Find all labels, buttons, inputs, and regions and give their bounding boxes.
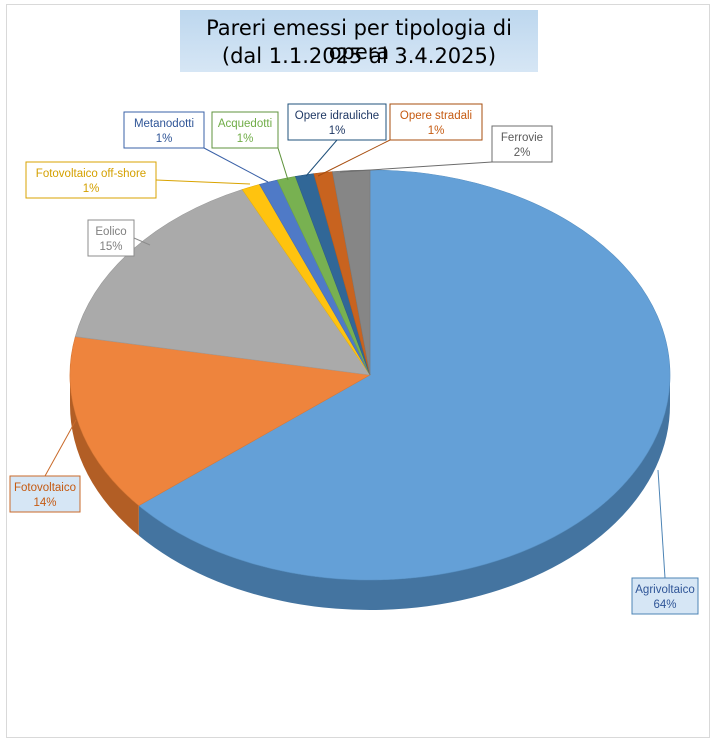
slice-label-name: Opere idrauliche — [295, 110, 379, 122]
slice-label-acquedotti: Acquedotti 1% — [211, 111, 289, 181]
slice-label-percent: 1% — [156, 133, 173, 145]
slice-label-name: Eolico — [95, 226, 126, 238]
leader-line — [339, 161, 493, 173]
slice-label-percent: 64% — [653, 599, 676, 611]
slice-label-name: Ferrovie — [501, 132, 543, 144]
slice-label-percent: 1% — [329, 125, 346, 137]
title-box — [180, 10, 538, 72]
chart-title-line-1: Pareri emessi per tipologia di opera — [206, 16, 512, 64]
slice-label-fotovoltaico-off-shore: Fotovoltaico off-shore 1% — [25, 161, 251, 199]
leader-line — [305, 139, 338, 177]
slice-label-opere-idrauliche: Opere idrauliche 1% — [287, 103, 387, 177]
slice-label-fotovoltaico: Fotovoltaico 14% — [9, 419, 81, 513]
slice-label-name: Fotovoltaico — [14, 482, 76, 494]
slice-label-percent: 14% — [33, 497, 56, 509]
leader-line — [317, 139, 391, 177]
slice-label-name: Fotovoltaico off-shore — [36, 168, 146, 180]
slice-label-box — [25, 161, 157, 199]
pie-highlight — [70, 170, 670, 580]
slice-label-name: Agrivoltaico — [635, 584, 694, 596]
slice-label-ferrovie: Ferrovie 2% — [339, 125, 553, 173]
slice-label-part: Agrivoltaico — [635, 584, 694, 596]
slice-label-name: Acquedotti — [218, 118, 272, 130]
slice-label-part: Opere stradali — [400, 110, 472, 122]
slice-label-box — [123, 111, 205, 149]
slice-label-percent: 15% — [99, 241, 122, 253]
slice-label-box — [287, 103, 387, 141]
slice-label-box — [491, 125, 553, 163]
leader-line — [44, 419, 77, 477]
pie-labels: Agrivoltaico 64% Fotovoltaico 14% Eolico 15% F… — [9, 103, 699, 615]
slice-label-percent: 1% — [83, 183, 100, 195]
pie-side-fotovoltaico — [70, 375, 139, 536]
slice-label-box — [9, 475, 81, 513]
slice-label-percent: 2% — [514, 147, 531, 159]
pie-slice-agrivoltaico — [138, 169, 671, 581]
slice-label-part: Ferrovie — [501, 132, 543, 144]
slice-label-percent: 1% — [428, 125, 445, 137]
leader-line — [133, 237, 151, 246]
slice-label-part: off-shore — [98, 168, 146, 180]
chart-title-line-2: (dal 1.1.2025 al 3.4.2025) — [221, 44, 497, 68]
slice-label-part: Eolico — [95, 226, 126, 238]
slice-label-part: Fotovoltaico — [36, 168, 98, 180]
slice-label-part: Acquedotti — [218, 118, 272, 130]
slice-label-part: Opere idrauliche — [295, 110, 379, 122]
pie-side-walls — [70, 375, 671, 610]
slice-label-box — [87, 219, 135, 257]
slice-label-percent: 1% — [237, 133, 254, 145]
slice-label-name: Opere stradali — [400, 110, 472, 122]
pie-side-agrivoltaico — [138, 375, 671, 610]
slice-label-part: Fotovoltaico — [14, 482, 76, 494]
leader-line — [155, 179, 251, 185]
pie-top — [69, 169, 671, 581]
slice-label-eolico: Eolico 15% — [87, 219, 151, 257]
slice-label-part: Metanodotti — [134, 118, 194, 130]
leader-line — [657, 469, 666, 579]
slice-label-agrivoltaico: Agrivoltaico 64% — [631, 469, 699, 615]
slice-label-opere-stradali: Opere stradali 1% — [317, 103, 483, 177]
leader-line — [203, 147, 269, 183]
slice-label-box — [631, 577, 699, 615]
leader-line — [277, 147, 289, 181]
slice-label-name: Metanodotti — [134, 118, 194, 130]
pie-slice-fotovoltaico — [69, 336, 371, 507]
slice-label-box — [211, 111, 279, 149]
slice-label-box — [389, 103, 483, 141]
slice-label-metanodotti: Metanodotti 1% — [123, 111, 269, 183]
